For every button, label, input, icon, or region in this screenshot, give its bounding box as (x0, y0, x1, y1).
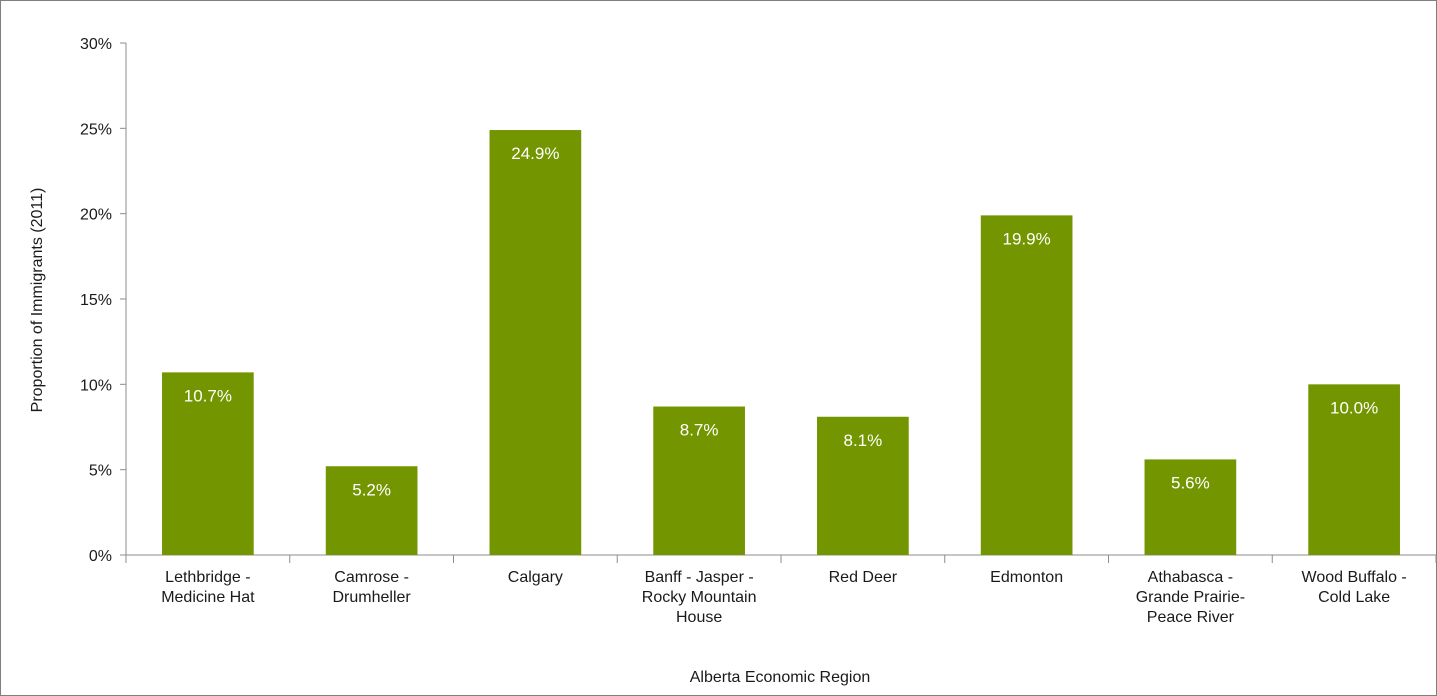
x-category-label: Calgary (508, 569, 563, 586)
y-tick-label: 10% (80, 377, 112, 394)
x-category-label: Wood Buffalo -Cold Lake (1302, 569, 1407, 606)
x-axis-title: Alberta Economic Region (690, 669, 871, 686)
bar (162, 372, 254, 555)
x-category-label: Banff - Jasper -Rocky Mountain House (642, 569, 757, 626)
x-category-label: Athabasca -Grande Prairie-Peace River (1136, 569, 1245, 626)
y-tick-label: 0% (89, 548, 112, 565)
bar (489, 130, 582, 556)
data-labels: 10.7% 5.2% 24.9% 8.7% 8.1% 19.9% 5.6% 10.0% (184, 144, 1378, 499)
bar (980, 215, 1073, 555)
bar-value-label: 8.1% (844, 431, 883, 450)
bar (817, 416, 909, 555)
bar-value-label: 5.6% (1171, 473, 1210, 492)
bar (653, 406, 745, 555)
x-category-label: Edmonton (990, 569, 1063, 586)
y-tick-label: 20% (80, 207, 112, 224)
y-tick-label: 15% (80, 292, 112, 309)
bars (162, 130, 1400, 556)
y-tick-label: 25% (80, 121, 112, 138)
y-tick-label: 30% (80, 36, 112, 53)
x-category-label: Red Deer (829, 569, 898, 586)
bar-value-label: 10.0% (1330, 398, 1378, 417)
x-category-label: Lethbridge -Medicine Hat (161, 569, 255, 606)
y-tick-label: 5% (89, 463, 112, 480)
bar-value-label: 5.2% (352, 480, 391, 499)
bar-value-label: 24.9% (511, 144, 559, 163)
bar-value-label: 8.7% (680, 421, 719, 440)
bar (325, 466, 418, 555)
category-labels: Lethbridge -Medicine Hat Camrose -Drumhel… (161, 569, 1407, 626)
y-axis-title: Proportion of Immigrants (2011) (29, 188, 46, 413)
bar-value-label: 10.7% (184, 386, 232, 405)
bar (1308, 384, 1400, 555)
bar (1144, 459, 1237, 555)
bar-value-label: 19.9% (1003, 229, 1051, 248)
x-category-label: Camrose -Drumheller (333, 569, 412, 606)
